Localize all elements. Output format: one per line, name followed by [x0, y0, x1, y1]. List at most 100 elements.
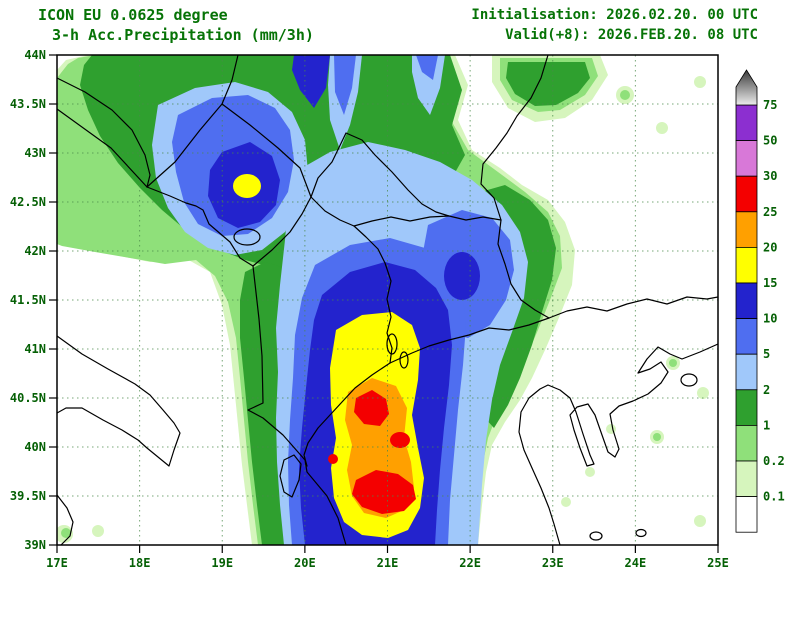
lon-tick-label: 19E	[211, 556, 233, 570]
precip-speck	[653, 433, 661, 441]
country-border	[221, 103, 312, 198]
legend-label: 2	[763, 383, 770, 397]
precip-region-10mm	[292, 55, 330, 108]
precip-speck	[585, 467, 595, 477]
lon-tick-label: 24E	[625, 556, 647, 570]
init-time-label: Initialisation: 2026.02.20. 00 UTC	[471, 7, 758, 23]
precip-region-25mm	[328, 454, 338, 464]
precip-field	[57, 55, 709, 545]
lake-ohrid	[386, 333, 398, 355]
lon-tick-label: 17E	[46, 556, 68, 570]
lat-tick-label: 41.5N	[10, 293, 46, 307]
legend-label: 20	[763, 240, 777, 254]
legend-segment	[735, 140, 758, 177]
precip-speck	[92, 525, 104, 537]
lon-tick-label: 23E	[542, 556, 564, 570]
legend-segment	[735, 175, 758, 213]
lat-tick-label: 40N	[24, 440, 46, 454]
legend-segment	[735, 496, 758, 533]
model-title: ICON EU 0.0625 degree	[38, 6, 228, 24]
legend-label: 0.1	[763, 490, 785, 504]
precip-region-10mm	[444, 252, 480, 300]
country-border	[548, 296, 718, 319]
lon-tick-label: 25E	[707, 556, 729, 570]
country-border	[353, 215, 450, 227]
precip-region-25mm	[354, 390, 389, 426]
lon-tick-label: 18E	[129, 556, 151, 570]
coastline-aegean	[518, 343, 718, 545]
legend-segment	[735, 424, 758, 462]
precip-speck	[606, 424, 616, 434]
legend-label: 10	[763, 312, 777, 326]
country-border	[310, 132, 450, 217]
legend-segment	[735, 282, 758, 319]
legend-label: 1	[763, 418, 770, 432]
precip-speck	[669, 359, 677, 367]
precip-region-1mm	[506, 62, 590, 106]
legend-segment	[735, 104, 758, 141]
country-border	[353, 225, 393, 364]
lat-tick-label: 40.5N	[10, 391, 46, 405]
lon-tick-label: 22E	[459, 556, 481, 570]
legend-segment	[735, 318, 758, 355]
legend-segment	[735, 211, 758, 248]
lon-tick-label: 20E	[294, 556, 316, 570]
precip-speck	[656, 122, 668, 134]
legend-label: 0.2	[763, 454, 785, 468]
product-title: 3-h Acc.Precipitation (mm/3h)	[52, 26, 314, 44]
precip-region-25mm	[352, 470, 416, 514]
coastline-adriatic	[57, 108, 347, 545]
legend-segment	[735, 460, 758, 497]
valid-time-label: Valid(+8): 2026.FEB.20. 08 UTC	[505, 27, 758, 43]
precip-region-5mm	[334, 55, 356, 115]
lat-tick-label: 39N	[24, 538, 46, 552]
country-border	[310, 196, 355, 227]
precip-region-2mm	[412, 55, 445, 115]
country-border	[448, 215, 502, 221]
precip-region-15mm	[233, 174, 261, 198]
geography	[57, 55, 718, 545]
precip-speck	[61, 528, 71, 538]
country-border	[480, 55, 549, 221]
lat-tick-label: 42.5N	[10, 195, 46, 209]
country-border	[303, 362, 391, 467]
precip-region-5mm	[416, 55, 438, 80]
lat-tick-label: 43N	[24, 146, 46, 160]
country-border	[389, 317, 550, 364]
legend-label: 50	[763, 134, 777, 148]
legend-segment	[735, 389, 758, 426]
legend-segment	[735, 246, 758, 284]
legend-arrow-icon	[735, 69, 758, 106]
lat-tick-label: 39.5N	[10, 489, 46, 503]
precip-region-25mm	[390, 432, 410, 448]
lake-skadar	[233, 228, 261, 246]
precip-speck	[697, 387, 709, 399]
country-border	[497, 219, 550, 319]
legend-colorbar: 75 50 30 25 20 15 10 5 2 1 0.2 0.1	[735, 98, 785, 533]
country-border	[146, 55, 239, 188]
legend-segment	[735, 353, 758, 391]
precip-speck	[620, 90, 630, 100]
axis-ticks: 44N 43.5N 43N 42.5N 42N 41.5N 41N 40.5N 40N 39.5N…	[10, 48, 729, 570]
precip-speck	[694, 76, 706, 88]
coastline-italy-heel	[57, 335, 181, 467]
lat-tick-label: 41N	[24, 342, 46, 356]
legend-label: 30	[763, 169, 777, 183]
lon-tick-label: 21E	[377, 556, 399, 570]
precip-speck	[561, 497, 571, 507]
lat-tick-label: 44N	[24, 48, 46, 62]
lat-tick-label: 42N	[24, 244, 46, 258]
island-sporades	[635, 528, 647, 538]
country-border	[252, 196, 312, 267]
island-thasos	[680, 373, 698, 387]
precip-speck	[694, 515, 706, 527]
legend-label: 5	[763, 347, 770, 361]
country-border	[57, 77, 151, 188]
lat-tick-label: 43.5N	[10, 97, 46, 111]
island-sporades	[589, 531, 603, 541]
legend-label: 15	[763, 276, 777, 290]
island-corfu	[279, 454, 302, 498]
coastline-calabria	[57, 494, 74, 545]
